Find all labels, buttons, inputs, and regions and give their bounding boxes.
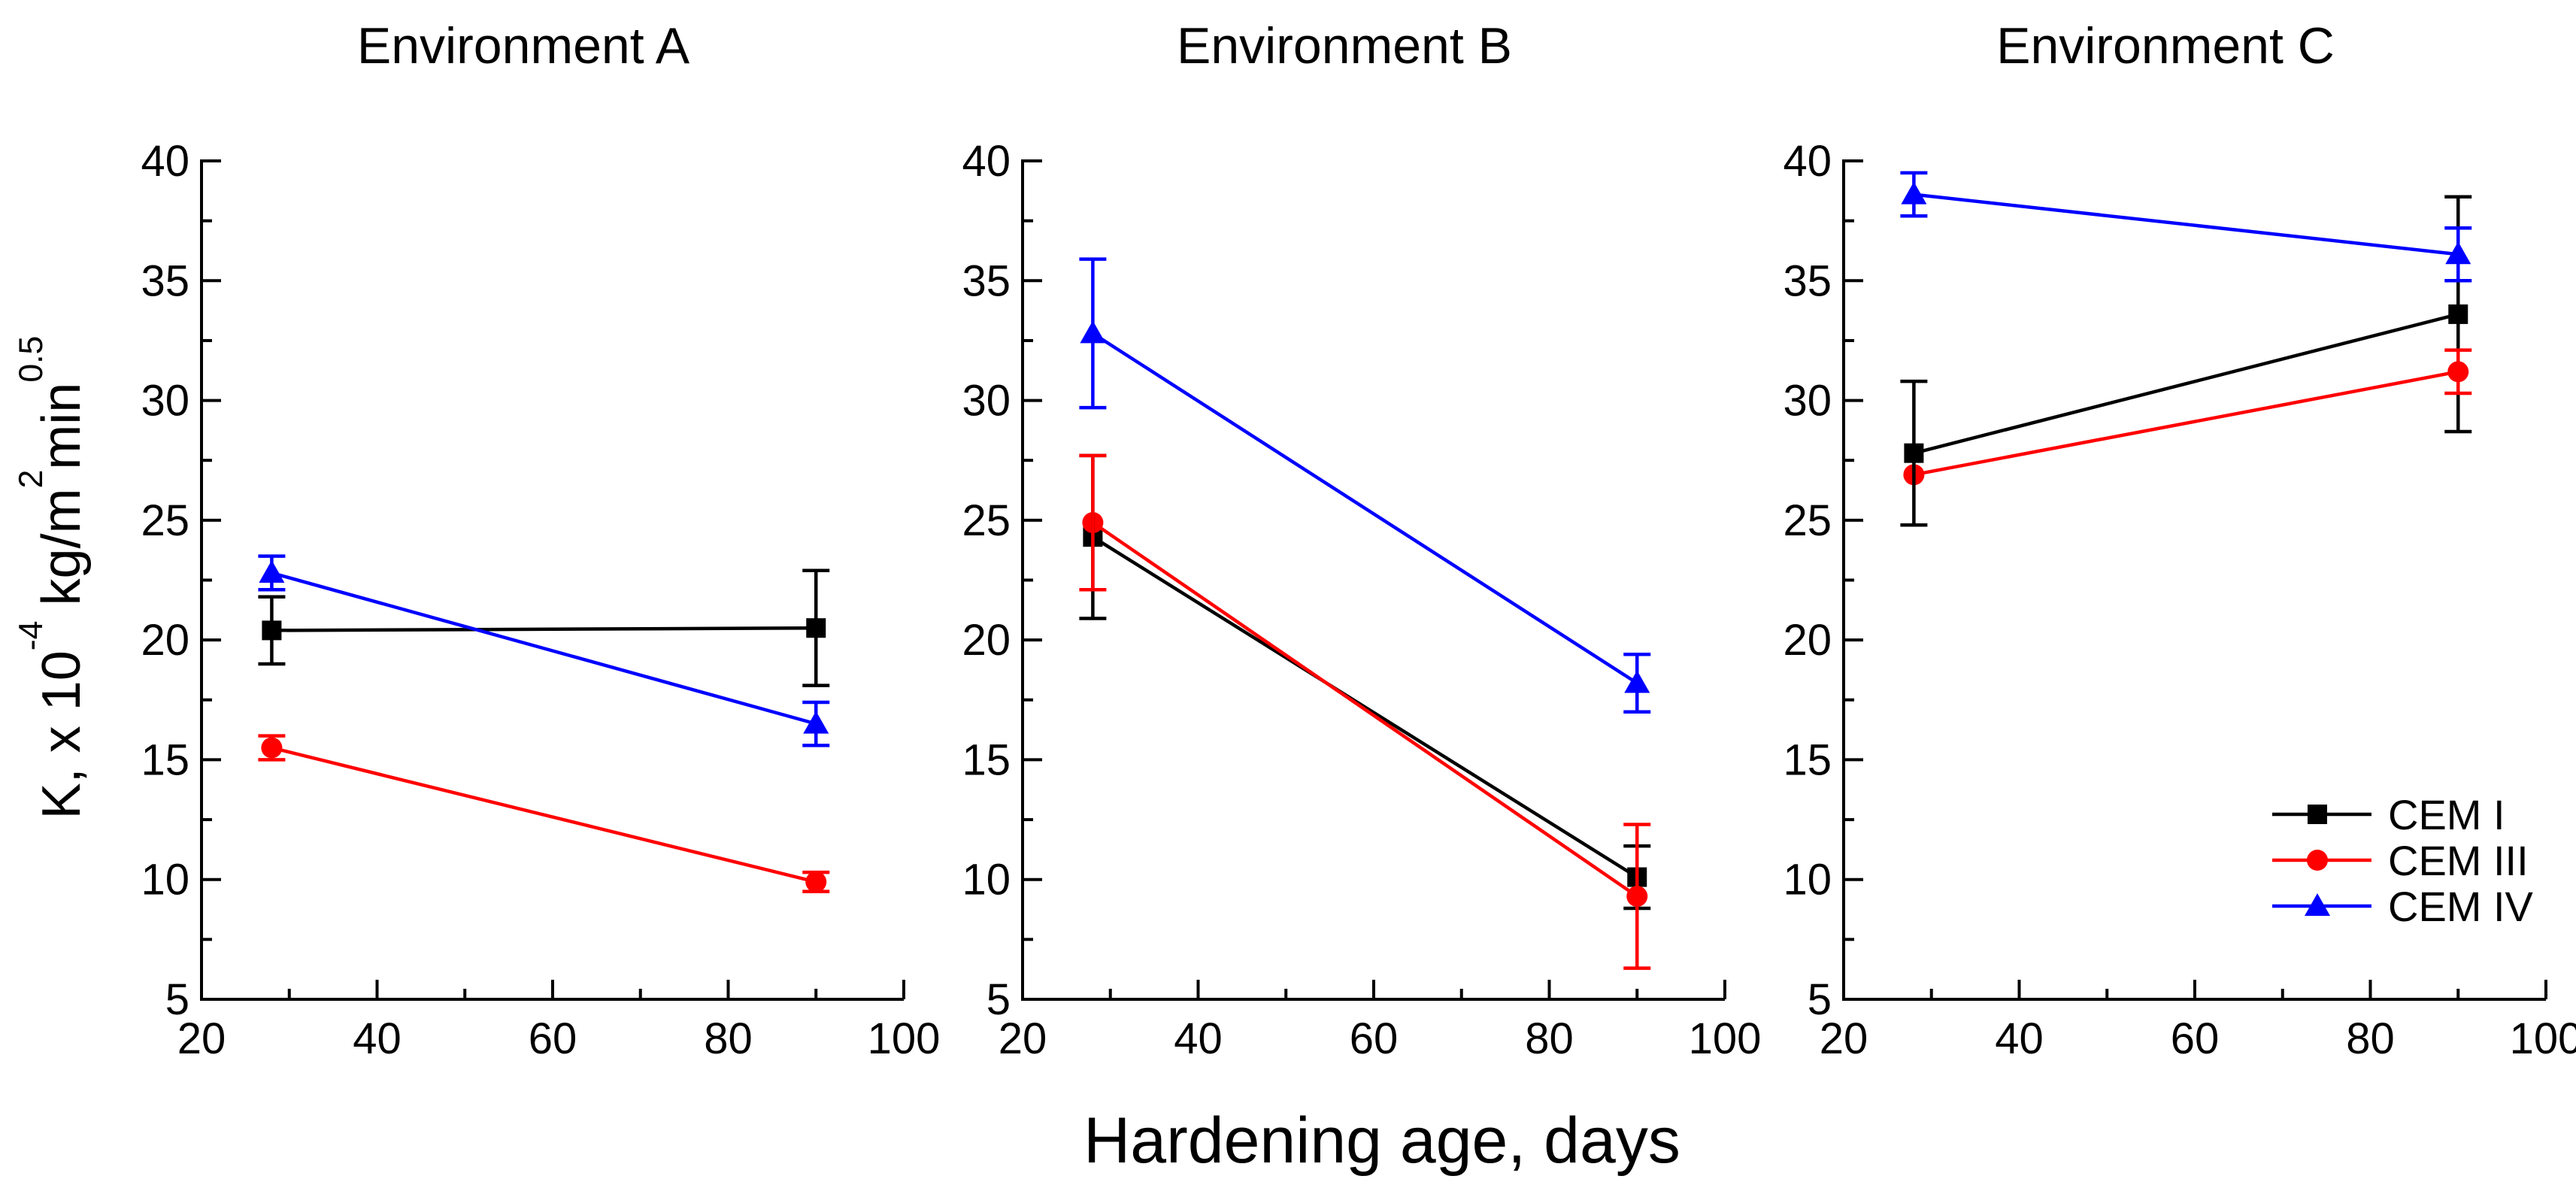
legend-marker-cem-iv [2305,893,2330,916]
series-line-cem-iv [1914,192,2459,256]
y-tick-label: 15 [141,735,189,784]
panel-environment-b: Environment B 5 10 15 20 25 30 35 40 20 40 60 80 100 [934,5,1761,1099]
x-tick-label: 40 [1174,1014,1223,1063]
x-tick-label: 100 [1689,1014,1762,1063]
y-axis-label: K, x 10-4 kg/m2min0.5 [13,336,92,820]
series-line-cem-iii [271,746,817,884]
x-tick-label: 40 [1995,1014,2044,1063]
y-axis-label-superscript: 2 [13,469,50,489]
x-axis-label: Hardening age, days [1083,1105,1680,1177]
legend-marker-cem-iii [2307,850,2328,871]
series-line-cem-iii [1913,370,2459,477]
y-tick-label: 5 [986,975,1011,1024]
y-tick-label: 30 [962,377,1011,426]
x-tick-label: 40 [353,1014,402,1063]
y-tick-label: 35 [962,256,1011,305]
series-line-cem-i [1092,535,1638,879]
y-axis-label-text: min [32,382,92,470]
panel-title: Environment A [356,17,690,74]
x-tick-label: 20 [1820,1014,1868,1063]
series-line-cem-iv [1092,332,1638,685]
y-tick-label: 40 [962,137,1011,186]
y-tick-label: 5 [165,975,189,1024]
series-line-cem-i [271,626,817,632]
panel-environment-c: Environment C 5 10 15 20 25 30 35 40 20 40 60 80 100… [1755,5,2576,1099]
x-tick-label: 100 [2510,1014,2576,1063]
series-line-cem-i [1913,312,2459,455]
panels-row: Environment A 5 10 15 20 25 30 35 40 20 40 60 80 100… [113,5,2576,1099]
y-tick-label: 30 [1783,377,1832,426]
legend-marker-cem-i [2308,805,2327,824]
y-tick-label: 15 [962,735,1011,784]
x-tick-label: 80 [704,1014,753,1063]
y-axis-label-text: K, x 10 [32,650,92,820]
y-tick-label: 25 [141,496,189,545]
y-tick-label: 35 [141,256,189,305]
x-tick-label: 80 [1525,1014,1574,1063]
y-axis-label-text: kg/m [32,488,92,621]
series-line-cem-iv [271,571,817,726]
y-tick-label: 10 [141,856,189,905]
y-tick-label: 25 [962,496,1011,545]
chart-environment-b: 5 10 15 20 25 30 35 40 20 40 60 80 100 [962,137,1761,1063]
y-tick-label: 40 [141,137,189,186]
series-line-cem-iii [1092,521,1638,898]
y-axis-label-superscript: 0.5 [13,335,50,383]
y-tick-label: 35 [1783,256,1832,305]
x-tick-label: 100 [868,1014,941,1063]
y-tick-label: 10 [962,856,1011,905]
x-tick-label: 20 [999,1014,1047,1063]
chart-environment-a: 5 10 15 20 25 30 35 40 20 40 60 80 100 [141,137,940,1063]
y-tick-label: 5 [1808,975,1832,1024]
x-tick-label: 20 [177,1014,226,1063]
panel-title: Environment C [1996,17,2335,74]
legend-label-cem-iii: CEM III [2388,837,2529,884]
y-tick-label: 20 [1783,616,1832,665]
x-tick-label: 60 [529,1014,577,1063]
y-axis-label-superscript: -4 [13,620,50,651]
y-tick-label: 20 [141,616,189,665]
y-tick-label: 25 [1783,496,1832,545]
y-tick-label: 20 [962,616,1011,665]
x-tick-label: 60 [1350,1014,1399,1063]
x-tick-label: 60 [2171,1014,2220,1063]
panel-title: Environment B [1177,17,1512,74]
legend-label-cem-i: CEM I [2388,791,2505,838]
y-tick-label: 30 [141,377,189,426]
y-tick-label: 10 [1783,856,1832,905]
x-tick-label: 80 [2346,1014,2395,1063]
legend-label-cem-iv: CEM IV [2388,883,2534,930]
panel-environment-a: Environment A 5 10 15 20 25 30 35 40 20 40 60 80 100 [113,5,940,1099]
y-tick-label: 40 [1783,137,1832,186]
y-tick-label: 15 [1783,735,1832,784]
